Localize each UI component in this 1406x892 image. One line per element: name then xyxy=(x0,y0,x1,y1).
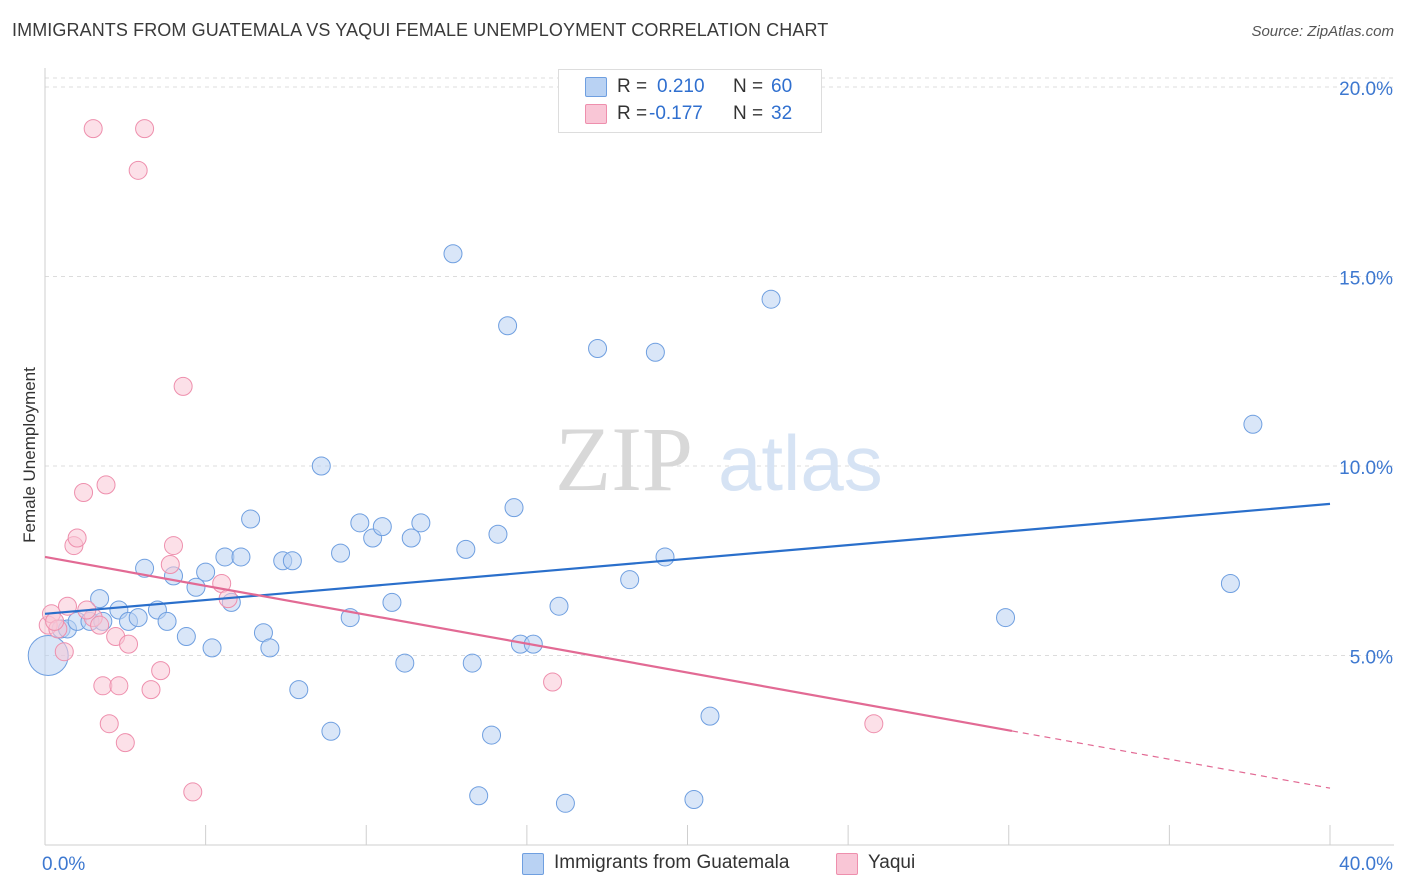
yaqui-point xyxy=(141,680,161,700)
guatemala-point xyxy=(411,513,431,533)
guatemala-point xyxy=(90,589,110,609)
guatemala-point xyxy=(761,289,781,309)
yaqui-point xyxy=(74,483,94,503)
guatemala-point xyxy=(462,653,482,673)
yaqui-point xyxy=(128,160,148,180)
grid-lines xyxy=(45,77,1394,656)
yaqui-point xyxy=(115,733,135,753)
guatemala-point xyxy=(504,498,524,518)
y-tick-label: 15.0% xyxy=(1339,268,1393,289)
chart-title: IMMIGRANTS FROM GUATEMALA VS YAQUI FEMAL… xyxy=(12,20,829,40)
legend-n-value-yaqui: 32 xyxy=(771,103,793,124)
guatemala-point xyxy=(311,456,331,476)
y-axis-label: Female Unemployment xyxy=(20,367,39,543)
y-tick-label: 20.0% xyxy=(1339,79,1393,100)
guatemala-point xyxy=(645,342,665,362)
legend-n-label: N = xyxy=(733,103,764,124)
guatemala-point xyxy=(996,608,1016,628)
y-tick-label: 10.0% xyxy=(1339,458,1393,479)
guatemala-point xyxy=(350,513,370,533)
guatemala-point xyxy=(260,638,280,658)
legend-r-value-guatemala: 0.210 xyxy=(657,76,705,97)
guatemala-point xyxy=(176,627,196,647)
yaqui-point xyxy=(164,536,183,556)
tick-labels: 5.0% 10.0% 15.0% 20.0% 0.0% 40.0% xyxy=(42,79,1393,875)
yaqui-point xyxy=(183,782,203,802)
yaqui-point xyxy=(93,676,113,696)
guatemala-point xyxy=(215,547,235,567)
guatemala-point xyxy=(401,528,421,548)
guatemala-point xyxy=(498,316,518,336)
yaqui-point xyxy=(109,676,129,696)
guatemala-point xyxy=(372,517,392,537)
trend-lines xyxy=(44,502,1331,789)
yaqui-point xyxy=(96,475,116,495)
yaqui-trend-line-extension xyxy=(1011,730,1331,789)
yaqui-point xyxy=(83,119,103,139)
guatemala-point xyxy=(1243,414,1263,434)
guatemala-point xyxy=(469,786,489,806)
guatemala-point xyxy=(289,680,309,700)
watermark: ZIP atlas xyxy=(555,408,883,510)
watermark-zip: ZIP xyxy=(555,408,693,510)
guatemala-point xyxy=(620,570,640,590)
guatemala-point xyxy=(549,596,569,616)
guatemala-point xyxy=(456,539,476,559)
guatemala-point xyxy=(382,592,402,612)
yaqui-point xyxy=(99,714,119,734)
x-tick-label-min: 0.0% xyxy=(42,854,85,875)
bottom-legend-swatch-guatemala xyxy=(522,853,544,875)
y-tick-label: 5.0% xyxy=(1350,647,1393,668)
watermark-atlas: atlas xyxy=(718,419,883,507)
guatemala-point xyxy=(321,721,341,741)
guatemala-point xyxy=(700,706,720,726)
source-label: Source: ZipAtlas.com xyxy=(1251,23,1394,40)
yaqui-point xyxy=(864,714,884,734)
guatemala-point xyxy=(282,551,302,571)
x-tick-label-max: 40.0% xyxy=(1339,854,1393,875)
guatemala-point xyxy=(443,244,463,264)
yaqui-point xyxy=(67,528,87,548)
guatemala-point xyxy=(241,509,261,529)
legend-r-value-yaqui: -0.177 xyxy=(649,103,703,124)
guatemala-point xyxy=(196,562,216,582)
guatemala-point xyxy=(331,543,351,563)
bottom-legend-label-guatemala: Immigrants from Guatemala xyxy=(554,852,790,873)
guatemala-point xyxy=(555,793,575,813)
yaqui-point xyxy=(543,672,563,692)
bottom-legend-swatch-yaqui xyxy=(836,853,858,875)
legend-r-label: R = xyxy=(617,103,648,124)
guatemala-point xyxy=(655,547,675,567)
stats-legend: R = 0.210 N = 60 R = -0.177 N = 32 xyxy=(558,69,822,133)
yaqui-point xyxy=(54,642,74,662)
yaqui-point xyxy=(119,634,139,654)
yaqui-point xyxy=(45,611,65,631)
guatemala-point xyxy=(588,338,608,358)
legend-n-label: N = xyxy=(733,76,764,97)
guatemala-point xyxy=(202,638,222,658)
guatemala-point xyxy=(128,608,148,628)
legend-r-label: R = xyxy=(617,76,648,97)
guatemala-point xyxy=(395,653,415,673)
guatemala-point xyxy=(157,611,177,631)
yaqui-point xyxy=(151,661,171,681)
guatemala-point xyxy=(231,547,251,567)
legend-swatch-yaqui xyxy=(585,104,607,124)
axes xyxy=(44,68,1394,846)
legend-swatch-guatemala xyxy=(585,77,607,97)
yaqui-point xyxy=(160,555,180,575)
guatemala-point xyxy=(135,558,155,578)
legend-n-value-guatemala: 60 xyxy=(771,76,793,97)
yaqui-trend-line xyxy=(44,555,1013,733)
guatemala-point xyxy=(488,524,508,544)
guatemala-point xyxy=(1220,573,1240,593)
yaqui-point xyxy=(90,615,110,635)
yaqui-point xyxy=(173,376,193,396)
bottom-legend-label-yaqui: Yaqui xyxy=(868,852,916,873)
guatemala-point xyxy=(482,725,502,745)
guatemala-point xyxy=(684,790,704,810)
yaqui-point xyxy=(135,119,155,139)
